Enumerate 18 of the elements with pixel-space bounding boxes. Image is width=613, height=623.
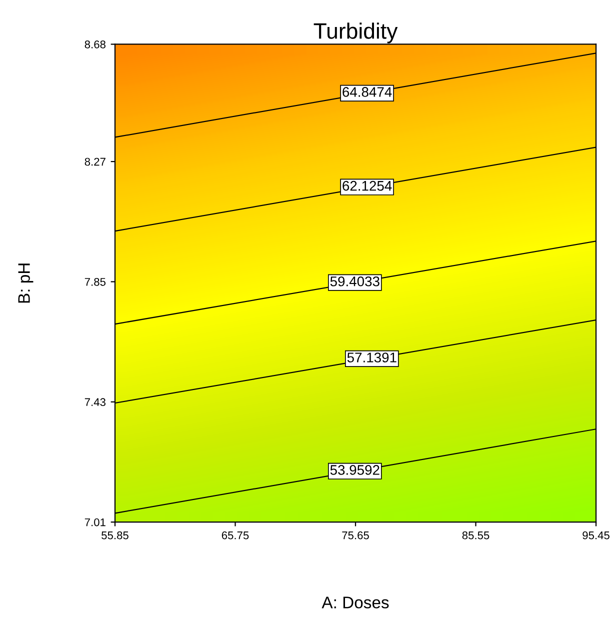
y-tick-label: 8.27 <box>84 158 106 166</box>
annotation: 57.1391 <box>347 352 396 362</box>
y-tick-label: 7.43 <box>84 398 106 406</box>
x-tick-label: 75.65 <box>342 531 369 540</box>
y-tick-label: 7.01 <box>84 518 106 526</box>
y-tick-label: 7.85 <box>84 278 106 286</box>
x-tick-label: 65.75 <box>222 531 249 540</box>
x-axis-title: A: Doses <box>322 596 389 608</box>
y-tick-label: 8.68 <box>84 40 106 48</box>
annotation: 59.4033 <box>330 276 380 286</box>
y-axis-title: B: pH <box>18 264 34 303</box>
annotation: 62.1254 <box>342 180 392 191</box>
annotation: 64.8474 <box>342 87 392 97</box>
chart-title: Turbidity <box>314 22 398 44</box>
x-tick-label: 95.45 <box>582 531 610 540</box>
annotation: 53.9592 <box>330 465 380 475</box>
x-tick-label: 85.55 <box>462 531 490 540</box>
x-tick-label: 55.85 <box>102 531 128 540</box>
